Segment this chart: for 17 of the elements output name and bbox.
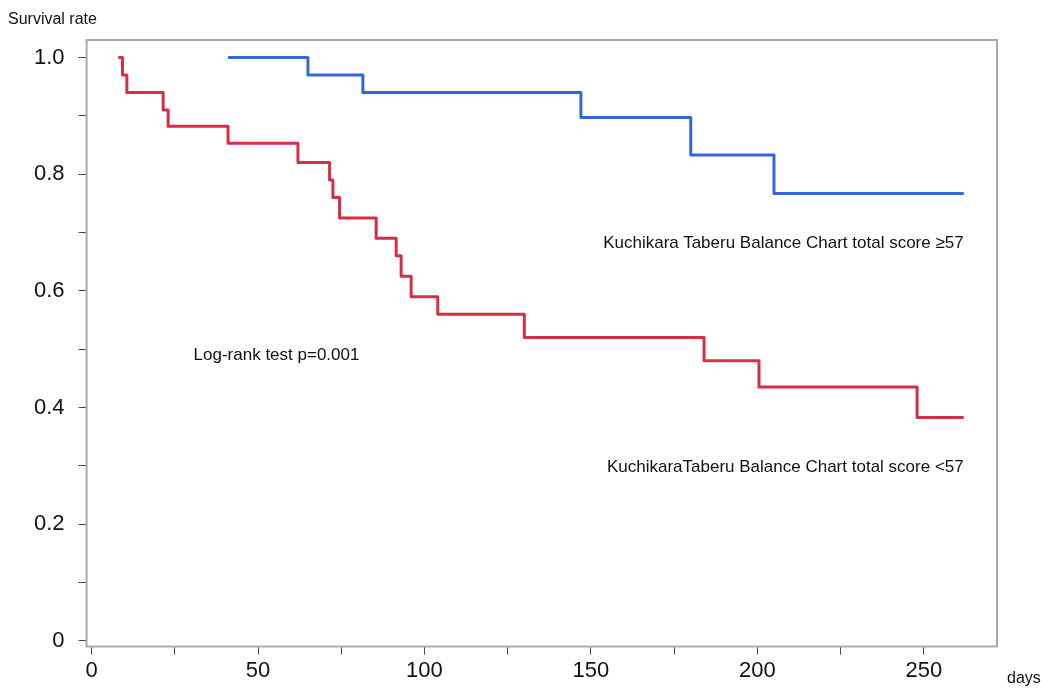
x-tick-label: 200 <box>738 656 776 682</box>
annotation: Log-rank test p=0.001 <box>193 345 360 364</box>
x-tick-label: 150 <box>572 656 610 682</box>
y-tick-label: 0.8 <box>33 160 65 186</box>
y-tick-label: 0.6 <box>33 276 65 302</box>
x-tick-label: 100 <box>406 656 443 682</box>
x-axis-title: days <box>1007 669 1041 686</box>
y-tick-label: 0.2 <box>33 510 65 536</box>
text: KuchikaraTaberu Balance Chart total score <57 <box>606 457 964 477</box>
x-tick-label: 0 <box>85 656 98 682</box>
x-tick-label: 50 <box>245 656 271 682</box>
y-tick-label: 0.4 <box>33 393 65 419</box>
text: Kuchikara Taberu Balance Chart total score ≥57 <box>603 233 964 253</box>
y-axis-title: Survival rate <box>8 10 98 27</box>
y-tick-label: 1.0 <box>33 43 65 69</box>
x-tick-label: 250 <box>905 656 943 682</box>
y-tick-label: 0 <box>52 626 65 652</box>
